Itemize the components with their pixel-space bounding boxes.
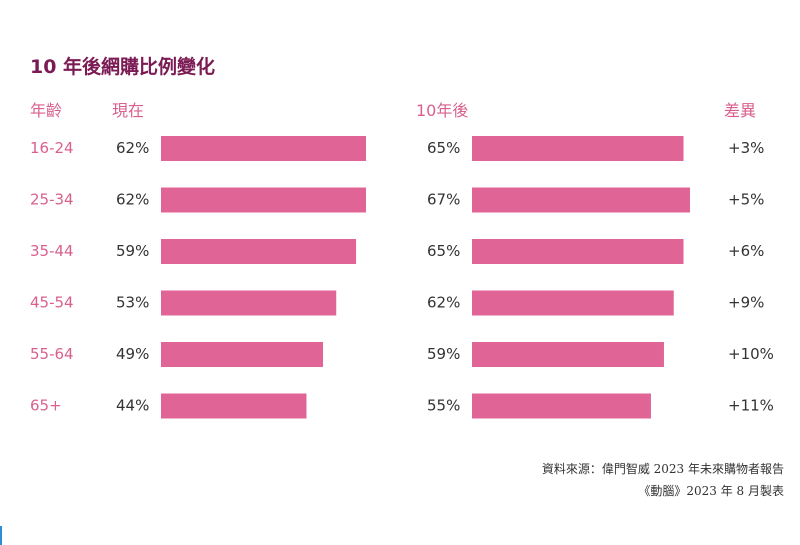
age-group-label: 25-34: [30, 191, 74, 209]
age-group-label: 16-24: [30, 139, 74, 157]
future-value-label: 62%: [427, 294, 460, 312]
header-future: 10年後: [416, 101, 469, 120]
source-line-2: 《動腦》2023 年 8 月製表: [638, 484, 784, 498]
future-bar: [472, 393, 651, 419]
header-now: 現在: [112, 101, 145, 120]
future-value-label: 55%: [427, 397, 460, 415]
header-age: 年齡: [30, 101, 63, 120]
age-group-label: 55-64: [30, 345, 74, 363]
source-line-1: 資料來源：偉門智威 2023 年未來購物者報告: [541, 462, 784, 476]
now-bar: [161, 136, 366, 161]
future-bar: [472, 290, 674, 316]
now-value-label: 62%: [116, 139, 149, 157]
difference-label: +11%: [728, 397, 774, 415]
difference-label: +5%: [728, 191, 764, 209]
future-value-label: 65%: [427, 242, 460, 260]
now-bar: [161, 342, 324, 367]
future-bar: [472, 187, 690, 213]
chart-title: 10 年後網購比例變化: [30, 56, 216, 78]
difference-label: +10%: [728, 345, 774, 363]
now-bar: [161, 239, 357, 264]
difference-label: +9%: [728, 294, 764, 312]
now-value-label: 53%: [116, 294, 149, 312]
future-bar: [472, 342, 664, 367]
now-bar: [161, 393, 307, 419]
future-value-label: 67%: [427, 191, 460, 209]
now-bar: [161, 187, 366, 213]
difference-label: +3%: [728, 139, 764, 157]
now-value-label: 49%: [116, 345, 149, 363]
now-bar: [161, 290, 337, 316]
future-value-label: 65%: [427, 139, 460, 157]
age-group-label: 65+: [30, 397, 62, 415]
future-bar: [472, 136, 684, 161]
now-value-label: 44%: [116, 397, 149, 415]
now-value-label: 62%: [116, 191, 149, 209]
age-group-label: 45-54: [30, 294, 74, 312]
future-value-label: 59%: [427, 345, 460, 363]
now-value-label: 59%: [116, 242, 149, 260]
accent-edge-line: [0, 526, 2, 545]
age-group-label: 35-44: [30, 242, 74, 260]
future-bar: [472, 239, 684, 264]
difference-label: +6%: [728, 242, 764, 260]
header-difference: 差異: [724, 101, 757, 120]
